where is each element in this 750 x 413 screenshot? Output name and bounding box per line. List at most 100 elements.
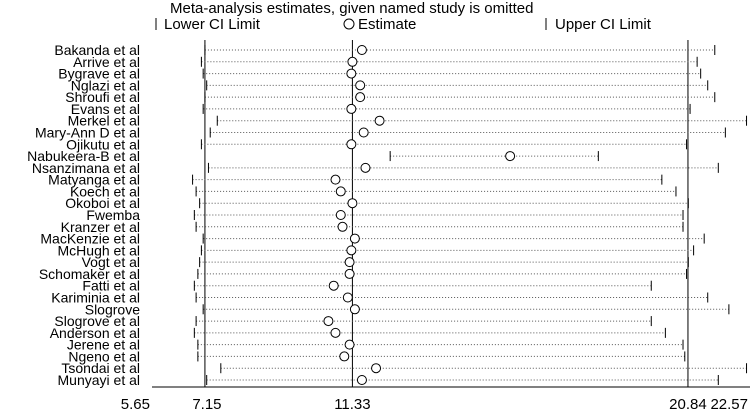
estimate-point xyxy=(346,68,357,79)
study-label: Shroufi et al xyxy=(65,89,140,105)
study-label: Vogt et al xyxy=(82,254,140,270)
study-row: Kariminia et al xyxy=(51,290,709,306)
study-label: Merkel et al xyxy=(68,113,140,129)
study-row: Bakanda et al xyxy=(54,42,716,58)
study-row: Slogrove xyxy=(85,301,730,317)
study-label: Koech et al xyxy=(70,183,140,199)
estimate-point xyxy=(355,80,366,91)
estimate-point xyxy=(358,127,369,138)
estimate-point xyxy=(344,257,355,268)
study-label: MacKenzie et al xyxy=(40,231,140,247)
study-row: Kranzer et al xyxy=(61,219,684,235)
study-row: Fatti et al xyxy=(82,278,652,294)
study-row: Koech et al xyxy=(70,183,677,199)
study-row: Vogt et al xyxy=(82,254,689,270)
study-label: Kariminia et al xyxy=(51,290,140,306)
estimate-point xyxy=(335,186,346,197)
x-axis-ticks: 5.65 7.15 11.33 20.84 22.57 xyxy=(121,396,748,413)
x-tick-label: 22.57 xyxy=(710,396,748,413)
estimate-point xyxy=(349,233,360,244)
estimate-point xyxy=(342,292,353,303)
estimate-point xyxy=(346,103,357,114)
chart-title: Meta-analysis estimates, given named stu… xyxy=(170,0,534,17)
legend: Lower CI Limit Estimate Upper CI Limit xyxy=(155,16,652,33)
study-row: Okoboi et al xyxy=(65,195,689,211)
study-label: Okoboi et al xyxy=(65,195,140,211)
estimate-point xyxy=(337,221,348,232)
study-row: Tsondai et al xyxy=(61,360,748,376)
study-label: Fwemba xyxy=(86,207,140,223)
legend-lower-label: Lower CI Limit xyxy=(164,16,261,33)
study-label: Anderson et al xyxy=(50,325,140,341)
study-label: Bakanda et al xyxy=(54,42,140,58)
x-tick-label: 7.15 xyxy=(192,396,221,413)
estimate-point xyxy=(505,151,516,162)
study-label: Fatti et al xyxy=(82,278,140,294)
study-label: Nglazi et al xyxy=(71,77,140,93)
study-label: Munyayi et al xyxy=(58,372,140,388)
study-label: Jerene et al xyxy=(67,337,140,353)
study-row: McHugh et al xyxy=(58,242,695,258)
study-label: Mary-Ann D et al xyxy=(35,125,140,141)
study-row: Matyanga et al xyxy=(48,172,663,188)
legend-estimate-label: Estimate xyxy=(358,16,416,33)
study-label: Ojikutu et al xyxy=(66,136,140,152)
estimate-point xyxy=(328,280,339,291)
estimate-point xyxy=(360,162,371,173)
estimate-point xyxy=(344,268,355,279)
study-row: Arrive et al xyxy=(73,54,698,70)
estimate-point xyxy=(347,198,358,209)
estimate-point xyxy=(374,115,385,126)
estimate-point xyxy=(330,327,341,338)
study-row: Munyayi et al xyxy=(58,372,719,388)
study-row: Anderson et al xyxy=(50,325,666,341)
x-tick-label: 20.84 xyxy=(669,396,707,413)
study-row: Ojikutu et al xyxy=(66,136,688,152)
study-label: Ngeno et al xyxy=(68,348,140,364)
estimate-point xyxy=(330,174,341,185)
estimate-point xyxy=(346,139,357,150)
study-row: Merkel et al xyxy=(68,113,748,129)
study-row: Ngeno et al xyxy=(68,348,686,364)
study-label: Slogrove xyxy=(85,301,140,317)
study-label: Evans et al xyxy=(71,101,140,117)
study-row: Mary-Ann D et al xyxy=(35,125,726,141)
study-row: Schomaker et al xyxy=(39,266,688,282)
study-label: Kranzer et al xyxy=(61,219,140,235)
study-row: Evans et al xyxy=(71,101,691,117)
estimate-point xyxy=(371,363,382,374)
estimate-point xyxy=(339,351,350,362)
study-label: Slogrove et al xyxy=(54,313,140,329)
reference-lines xyxy=(204,40,689,387)
study-label: McHugh et al xyxy=(58,242,140,258)
study-row: Nabukeera-B et al xyxy=(27,148,599,164)
study-label: Nabukeera-B et al xyxy=(27,148,140,164)
x-tick-label: 11.33 xyxy=(334,396,370,413)
x-tick-label: 5.65 xyxy=(121,396,150,413)
study-label: Bygrave et al xyxy=(58,66,140,82)
estimate-point xyxy=(356,45,367,55)
estimate-point xyxy=(355,92,366,103)
estimate-point xyxy=(344,339,355,350)
study-row: Nglazi et al xyxy=(71,77,709,93)
estimate-point xyxy=(323,316,334,327)
study-label: Matyanga et al xyxy=(48,172,140,188)
study-label: Schomaker et al xyxy=(39,266,140,282)
study-row: Jerene et al xyxy=(67,337,684,353)
estimate-point xyxy=(356,375,367,385)
study-row: Nsanzimana et al xyxy=(32,160,719,176)
study-label: Nsanzimana et al xyxy=(32,160,140,176)
legend-upper-label: Upper CI Limit xyxy=(555,16,652,33)
study-row: Fwemba xyxy=(86,207,684,223)
estimate-point xyxy=(335,210,346,220)
study-row: MacKenzie et al xyxy=(40,231,705,247)
estimate-point xyxy=(347,56,358,67)
estimate-point xyxy=(346,245,357,256)
legend-estimate-circle-symbol xyxy=(343,18,355,30)
estimate-point xyxy=(349,304,360,315)
study-row: Slogrove et al xyxy=(54,313,652,329)
study-row: Shroufi et al xyxy=(65,89,716,105)
study-label: Arrive et al xyxy=(73,54,140,70)
